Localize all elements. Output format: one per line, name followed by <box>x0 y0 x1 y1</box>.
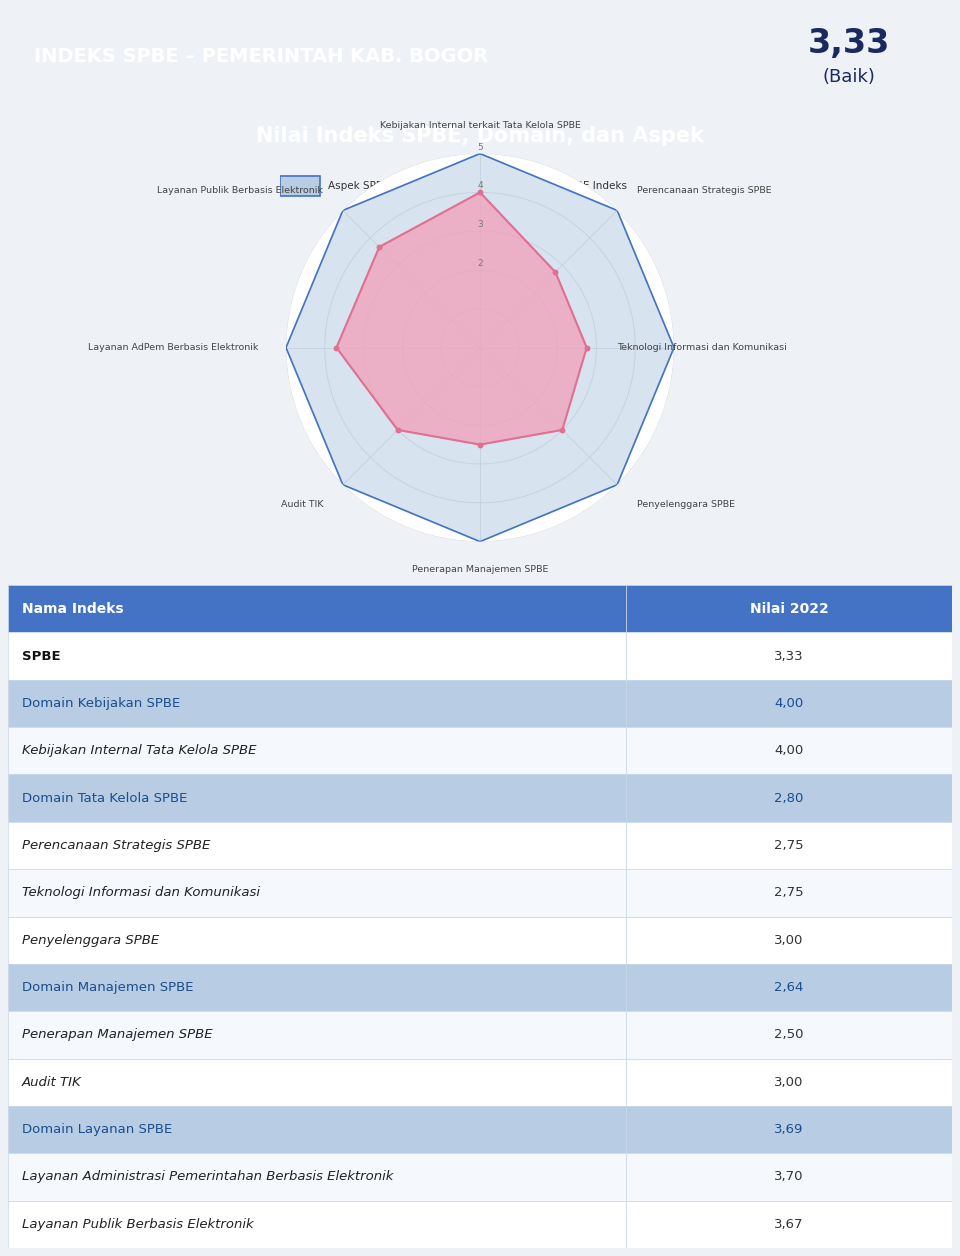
Point <box>328 338 344 358</box>
Text: 3,69: 3,69 <box>775 1123 804 1137</box>
Text: Kebijakan Internal terkait Tata Kelola SPBE: Kebijakan Internal terkait Tata Kelola S… <box>379 121 581 131</box>
Bar <box>8 632 626 679</box>
Bar <box>8 727 626 775</box>
Text: Penerapan Manajemen SPBE: Penerapan Manajemen SPBE <box>22 1029 213 1041</box>
Text: 3,70: 3,70 <box>775 1171 804 1183</box>
Point <box>372 237 387 257</box>
Bar <box>626 585 952 632</box>
Text: Aspek SPBE Target: Aspek SPBE Target <box>328 181 425 191</box>
Text: Layanan AdPem Berbasis Elektronik: Layanan AdPem Berbasis Elektronik <box>87 343 258 352</box>
Text: Teknologi Informasi dan Komunikasi: Teknologi Informasi dan Komunikasi <box>617 343 787 352</box>
Bar <box>626 727 952 775</box>
Bar <box>626 1201 952 1248</box>
Text: Domain Kebijakan SPBE: Domain Kebijakan SPBE <box>22 697 180 710</box>
Text: Audit TIK: Audit TIK <box>280 500 324 509</box>
Bar <box>8 1107 626 1153</box>
Text: 3,67: 3,67 <box>775 1218 804 1231</box>
Point <box>579 338 594 358</box>
Bar <box>8 869 626 917</box>
Text: Nilai 2022: Nilai 2022 <box>750 602 828 615</box>
Text: Layanan Administrasi Pemerintahan Berbasis Elektronik: Layanan Administrasi Pemerintahan Berbas… <box>22 1171 394 1183</box>
Bar <box>626 1153 952 1201</box>
Text: 3,33: 3,33 <box>807 28 890 60</box>
Text: 4: 4 <box>477 181 483 191</box>
Bar <box>8 1153 626 1201</box>
Bar <box>8 1201 626 1248</box>
Bar <box>8 585 626 632</box>
Bar <box>8 963 626 1011</box>
Text: 4,00: 4,00 <box>775 697 804 710</box>
Bar <box>626 821 952 869</box>
Bar <box>626 679 952 727</box>
Bar <box>626 775 952 821</box>
Text: Penerapan Manajemen SPBE: Penerapan Manajemen SPBE <box>412 565 548 574</box>
Text: 2,75: 2,75 <box>775 839 804 852</box>
Polygon shape <box>286 153 674 541</box>
Bar <box>626 632 952 679</box>
Text: 4,00: 4,00 <box>775 745 804 757</box>
Text: Layanan Publik Berbasis Elektronik: Layanan Publik Berbasis Elektronik <box>157 186 324 195</box>
Text: Nama Indeks: Nama Indeks <box>22 602 124 615</box>
Text: 2,75: 2,75 <box>775 887 804 899</box>
Text: 2,50: 2,50 <box>775 1029 804 1041</box>
Bar <box>8 1011 626 1059</box>
Bar <box>626 963 952 1011</box>
Text: Kebijakan Internal Tata Kelola SPBE: Kebijakan Internal Tata Kelola SPBE <box>22 745 256 757</box>
Text: Teknologi Informasi dan Komunikasi: Teknologi Informasi dan Komunikasi <box>22 887 260 899</box>
Bar <box>8 679 626 727</box>
Text: Audit TIK: Audit TIK <box>22 1075 82 1089</box>
Point <box>390 420 405 440</box>
Point <box>548 263 564 283</box>
Bar <box>626 1011 952 1059</box>
Text: 3,33: 3,33 <box>775 649 804 662</box>
Text: 3,00: 3,00 <box>775 1075 804 1089</box>
Bar <box>280 176 320 196</box>
Text: SPBE: SPBE <box>22 649 60 662</box>
Point <box>472 182 488 202</box>
Text: Perencanaan Strategis SPBE: Perencanaan Strategis SPBE <box>22 839 210 852</box>
Point <box>555 420 570 440</box>
Bar <box>626 917 952 963</box>
Text: Nilai Indeks SPBE, Domain, dan Aspek: Nilai Indeks SPBE, Domain, dan Aspek <box>256 126 704 146</box>
Point <box>472 435 488 455</box>
Bar <box>8 917 626 963</box>
Polygon shape <box>336 192 587 445</box>
Text: Penyelenggara SPBE: Penyelenggara SPBE <box>636 500 735 509</box>
Bar <box>626 1107 952 1153</box>
Text: Domain Tata Kelola SPBE: Domain Tata Kelola SPBE <box>22 791 187 805</box>
Text: Domain Layanan SPBE: Domain Layanan SPBE <box>22 1123 173 1137</box>
Text: Domain Manajemen SPBE: Domain Manajemen SPBE <box>22 981 194 993</box>
Text: 3: 3 <box>477 220 483 230</box>
Text: Aspek SPBE Indeks: Aspek SPBE Indeks <box>528 181 627 191</box>
Text: (Baik): (Baik) <box>822 68 875 87</box>
Text: Penyelenggara SPBE: Penyelenggara SPBE <box>22 933 159 947</box>
Text: INDEKS SPBE – PEMERINTAH KAB. BOGOR: INDEKS SPBE – PEMERINTAH KAB. BOGOR <box>34 46 488 65</box>
Bar <box>8 1059 626 1107</box>
Bar <box>626 869 952 917</box>
Text: 2,64: 2,64 <box>775 981 804 993</box>
Text: 3,00: 3,00 <box>775 933 804 947</box>
Text: Perencanaan Strategis SPBE: Perencanaan Strategis SPBE <box>636 186 772 195</box>
Bar <box>626 1059 952 1107</box>
Bar <box>480 176 520 196</box>
Text: Layanan Publik Berbasis Elektronik: Layanan Publik Berbasis Elektronik <box>22 1218 253 1231</box>
Text: 2: 2 <box>477 259 483 268</box>
Bar <box>8 775 626 821</box>
Text: 5: 5 <box>477 143 483 152</box>
Text: 2,80: 2,80 <box>775 791 804 805</box>
Bar <box>8 821 626 869</box>
